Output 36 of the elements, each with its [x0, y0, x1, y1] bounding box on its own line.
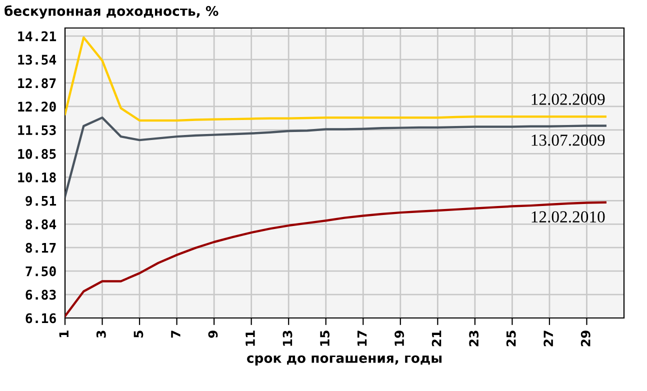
series-label: 12.02.2009	[532, 94, 605, 105]
y-tick-label: 8.84	[26, 219, 56, 230]
x-tick-label: 9	[208, 330, 218, 338]
y-tick-label: 6.16	[26, 313, 56, 324]
x-tick-label: 25	[506, 330, 516, 346]
x-tick-label: 17	[357, 330, 367, 346]
x-tick-label: 23	[469, 330, 479, 346]
y-tick-label: 10.85	[18, 148, 56, 159]
y-tick-label: 12.87	[18, 78, 56, 88]
x-tick-label: 3	[96, 330, 106, 338]
x-axis-title: срок до погашения, годы	[247, 355, 442, 366]
y-tick-label: 7.50	[26, 266, 56, 276]
x-tick-label: 7	[171, 330, 180, 338]
x-tick-label: 29	[580, 330, 590, 346]
y-tick-label: 10.18	[18, 172, 56, 182]
y-tick-label: 6.83	[26, 290, 56, 300]
y-tick-label: 12.20	[18, 102, 56, 112]
y-tick-label: 14.21	[18, 31, 56, 42]
x-tick-label: 13	[282, 330, 292, 346]
series-label: 12.02.2010	[532, 211, 605, 223]
y-axis-title: бескупонная доходность, %	[4, 5, 218, 19]
x-tick-label: 1	[59, 330, 68, 338]
x-tick-label: 27	[544, 330, 553, 346]
x-tick-label: 11	[246, 330, 255, 346]
line-series	[65, 201, 606, 318]
y-tick-label: 11.53	[18, 125, 56, 136]
x-tick-label: 19	[394, 330, 404, 346]
line-series	[65, 36, 606, 122]
x-tick-label: 5	[134, 330, 144, 338]
series-label: 13.07.2009	[532, 134, 605, 146]
y-tick-label: 9.51	[26, 196, 56, 206]
y-tick-label: 13.54	[18, 54, 56, 65]
line-series	[65, 116, 606, 198]
x-tick-label: 15	[320, 330, 330, 346]
y-tick-label: 8.17	[26, 242, 56, 253]
x-tick-label: 21	[432, 330, 442, 346]
